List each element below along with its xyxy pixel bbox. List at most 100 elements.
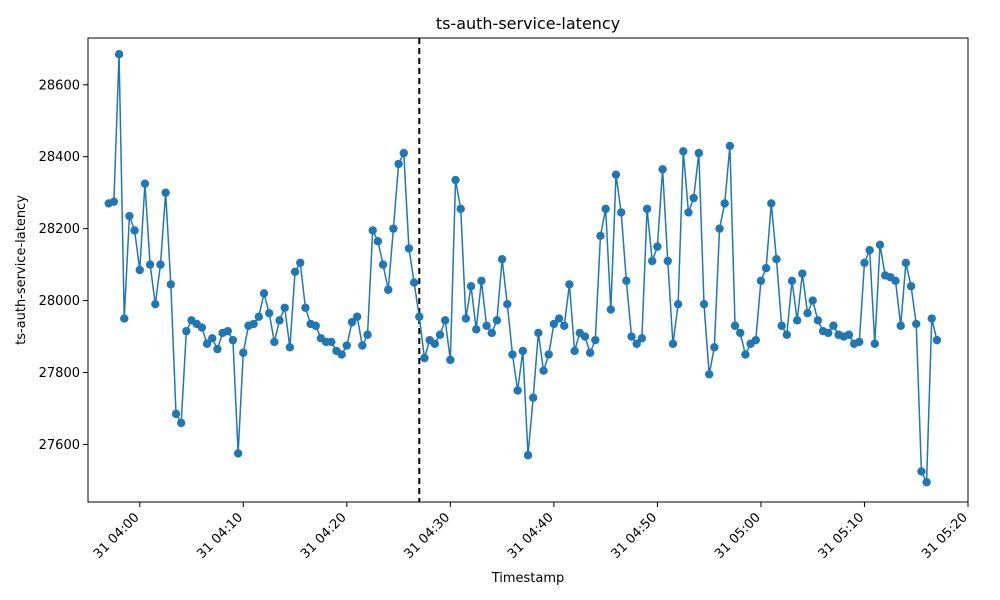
- data-point: [627, 332, 636, 341]
- data-point: [772, 255, 781, 264]
- data-point: [518, 346, 528, 356]
- data-point: [239, 348, 248, 357]
- data-point: [166, 280, 176, 289]
- data-point: [202, 339, 212, 348]
- data-point: [658, 165, 667, 174]
- data-point: [570, 346, 579, 356]
- data-point: [736, 328, 745, 338]
- x-tick-label: 31 04:10: [194, 510, 246, 562]
- data-point: [912, 319, 921, 329]
- data-point: [616, 208, 626, 217]
- data-point: [114, 49, 124, 59]
- data-point: [342, 341, 352, 350]
- data-point: [420, 353, 429, 363]
- data-point: [394, 159, 403, 169]
- data-point: [792, 316, 802, 325]
- data-point: [870, 339, 880, 348]
- data-point: [513, 386, 522, 395]
- data-point: [829, 321, 838, 330]
- data-point: [358, 341, 367, 350]
- data-point: [347, 317, 357, 327]
- data-point: [865, 246, 874, 255]
- data-point: [668, 339, 678, 348]
- data-point: [461, 314, 471, 323]
- data-point: [891, 276, 900, 285]
- x-axis-label: Timestamp: [491, 571, 565, 586]
- y-axis-label: ts-auth-service-latency: [14, 195, 29, 345]
- x-tick-label: 31 04:00: [91, 510, 143, 562]
- plot-area-frame: [87, 37, 969, 503]
- data-point: [182, 326, 191, 336]
- y-tick-label: 27600: [39, 438, 80, 453]
- data-point: [591, 335, 600, 345]
- data-point: [725, 141, 735, 151]
- data-point: [156, 260, 165, 269]
- x-tick-label: 31 05:20: [919, 510, 971, 562]
- data-point: [642, 204, 652, 214]
- data-point: [415, 312, 424, 321]
- data-point: [311, 321, 320, 330]
- data-point: [684, 208, 693, 217]
- y-tick-label: 28200: [39, 222, 80, 237]
- data-point: [213, 344, 222, 354]
- data-point: [399, 148, 408, 158]
- data-point: [487, 328, 496, 338]
- x-tick-label: 31 05:00: [712, 510, 764, 562]
- data-point: [606, 305, 616, 314]
- data-point: [694, 148, 704, 158]
- data-point: [787, 276, 797, 285]
- data-point: [125, 211, 134, 221]
- y-tick-label: 28400: [39, 150, 80, 165]
- data-point: [596, 231, 605, 241]
- data-point: [523, 451, 533, 460]
- data-point: [254, 312, 264, 321]
- data-point: [539, 366, 548, 375]
- data-point: [585, 348, 595, 357]
- data-point: [301, 303, 310, 312]
- data-point: [151, 299, 160, 309]
- data-point: [767, 199, 776, 208]
- data-point: [927, 314, 936, 323]
- data-point: [130, 226, 139, 235]
- data-point: [798, 269, 807, 278]
- data-point: [622, 276, 631, 285]
- data-point: [715, 224, 724, 233]
- data-point: [228, 335, 238, 345]
- data-point: [549, 319, 559, 329]
- data-point: [135, 265, 144, 275]
- data-point: [171, 409, 181, 419]
- data-point: [860, 258, 869, 268]
- data-point: [233, 449, 243, 458]
- data-point: [704, 370, 714, 379]
- data-point: [637, 334, 647, 343]
- data-point: [456, 204, 465, 214]
- data-point: [534, 328, 543, 338]
- data-point: [120, 314, 129, 323]
- data-point: [472, 325, 481, 334]
- data-point: [803, 308, 812, 318]
- data-point: [477, 276, 486, 285]
- series-points: [104, 49, 942, 487]
- data-point: [140, 179, 150, 188]
- data-point: [824, 328, 833, 338]
- data-point: [352, 312, 362, 321]
- data-point: [259, 289, 269, 298]
- x-tick-label: 31 04:20: [298, 510, 350, 562]
- data-point: [528, 393, 538, 402]
- x-tick-label: 31 04:40: [505, 510, 557, 562]
- data-point: [808, 296, 817, 305]
- data-point: [378, 260, 388, 269]
- x-axis-ticks: 31 04:00 31 04:10 31 04:20 31 04:30 31 04:40…: [91, 502, 971, 562]
- data-point: [373, 237, 383, 246]
- data-point: [601, 204, 610, 214]
- data-point: [249, 319, 258, 329]
- data-point: [208, 334, 217, 343]
- data-point: [285, 343, 295, 352]
- data-point: [145, 260, 155, 269]
- data-point: [482, 321, 491, 330]
- data-point: [109, 197, 119, 206]
- y-axis-ticks: 27600 27800 28000 28200 28400 28600: [39, 78, 88, 453]
- data-point: [327, 337, 336, 347]
- data-point: [264, 308, 274, 318]
- data-point: [777, 321, 786, 330]
